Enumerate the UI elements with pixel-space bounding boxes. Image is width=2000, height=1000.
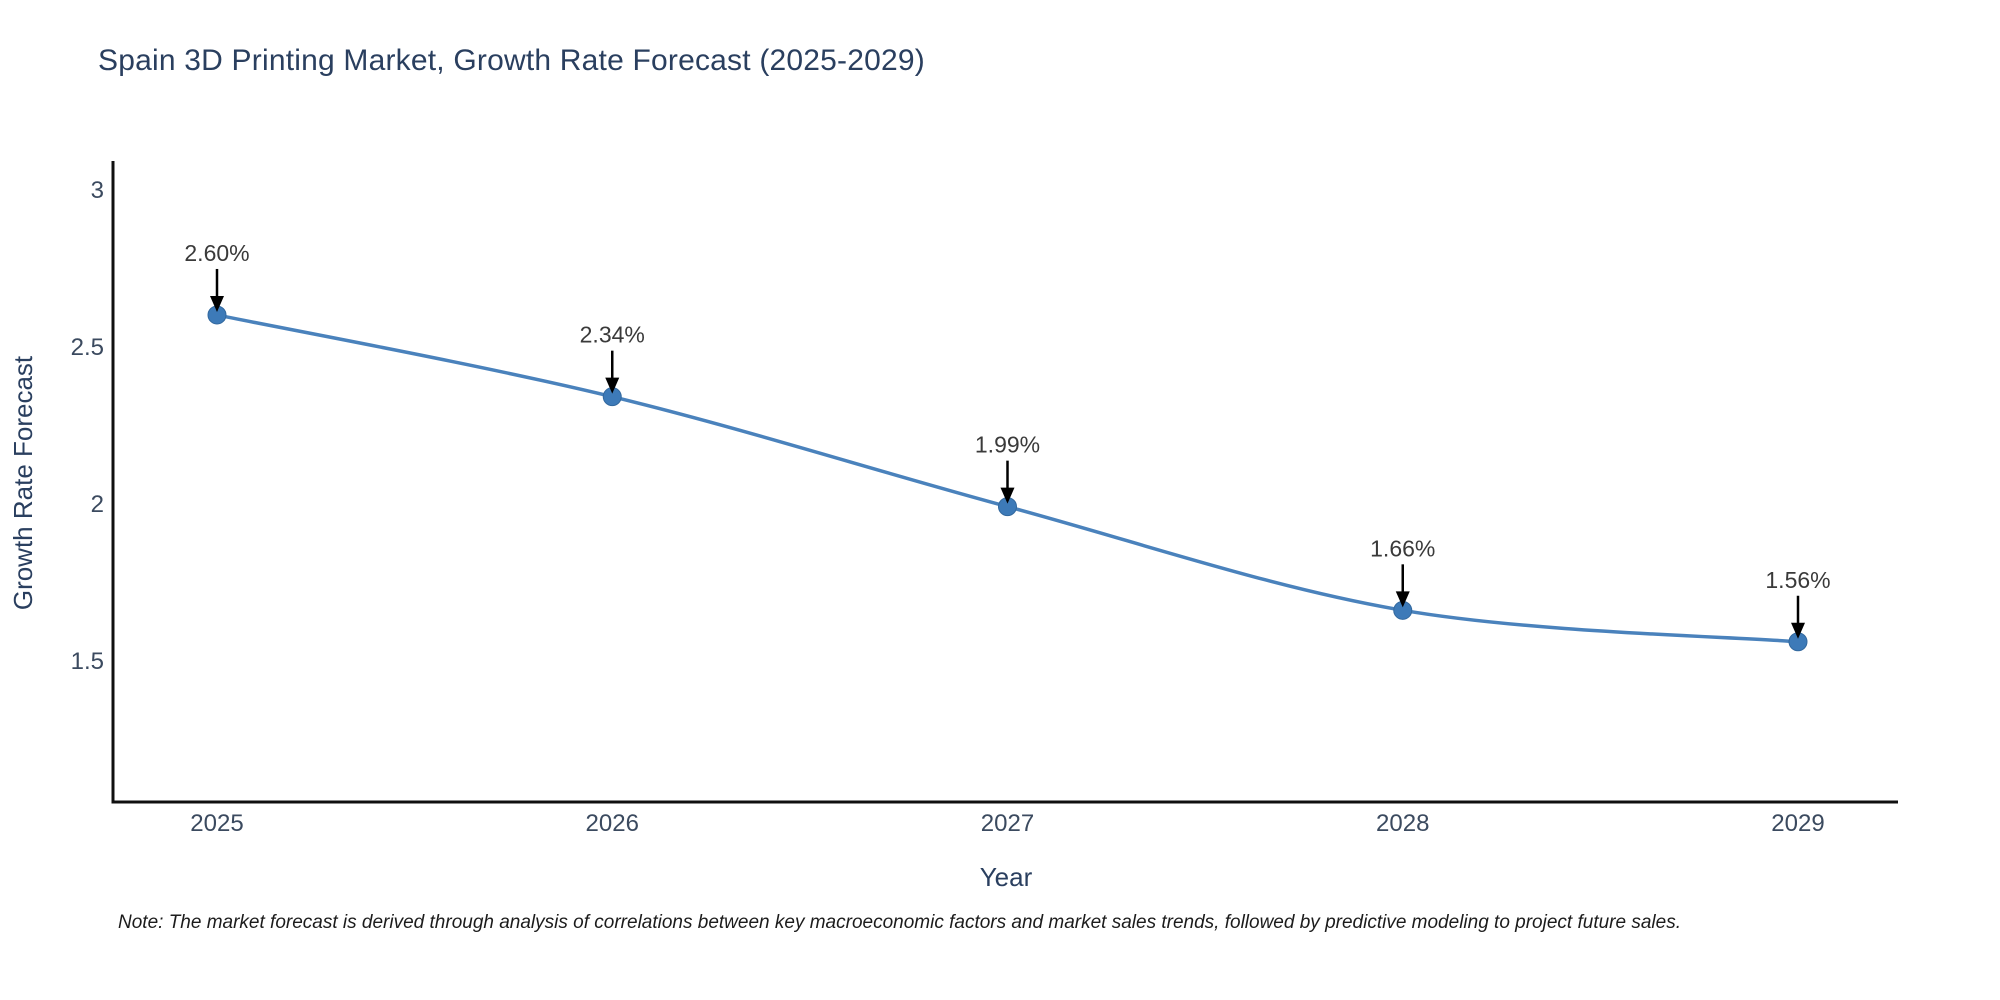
point-value-label: 2.34% [580, 322, 645, 348]
x-tick-label: 2027 [981, 810, 1034, 837]
y-tick-label: 3 [91, 177, 104, 204]
y-axis-ticks: 3 2.5 2 1.5 [71, 177, 104, 675]
point-value-label: 1.66% [1370, 535, 1435, 561]
y-tick-label: 2.5 [71, 334, 104, 361]
x-tick-label: 2025 [190, 810, 243, 837]
point-value-label: 1.56% [1765, 567, 1830, 593]
x-tick-label: 2028 [1376, 810, 1429, 837]
point-value-label: 2.60% [184, 240, 249, 266]
annotation-arrowhead-icon [1791, 622, 1805, 639]
annotation-arrowhead-icon [605, 377, 620, 394]
y-tick-label: 2 [91, 491, 104, 518]
chart-title: Spain 3D Printing Market, Growth Rate Fo… [98, 44, 925, 77]
annotation-arrowhead-icon [210, 295, 224, 312]
y-axis-title: Growth Rate Forecast [8, 355, 38, 610]
footnote: Note: The market forecast is derived thr… [118, 912, 1681, 933]
annotation-arrowhead-icon [1395, 591, 1410, 608]
x-tick-label: 2029 [1771, 810, 1824, 837]
line-series [207, 305, 1808, 652]
x-axis-ticks: 2025 2026 2027 2028 2029 [190, 810, 1824, 837]
point-annotations: 2.60% 2.34% 1.99% 1.66% 1.56% [184, 240, 1831, 639]
annotation-arrowhead-icon [1000, 487, 1015, 504]
x-axis-title: Year [980, 862, 1033, 892]
y-tick-label: 1.5 [71, 648, 104, 675]
point-value-label: 1.99% [975, 432, 1040, 458]
x-tick-label: 2026 [586, 810, 639, 837]
